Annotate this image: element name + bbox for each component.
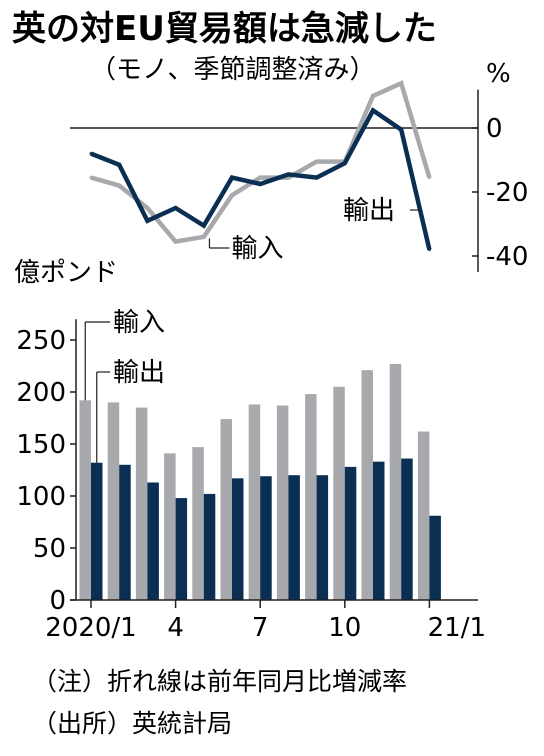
- x-tick-label: 2020/1: [45, 613, 136, 643]
- imports-bar: [192, 447, 204, 600]
- imports-line-label: 輸入: [231, 234, 283, 264]
- exports-bar: [344, 466, 357, 600]
- note-text: （注）折れ線は前年同月比増減率: [32, 667, 407, 696]
- exports-bar: [175, 498, 188, 600]
- exports-point: [202, 224, 206, 228]
- exports-point: [427, 248, 431, 252]
- y-tick-label: -20: [486, 178, 528, 208]
- y-tick-label: 100: [16, 482, 66, 512]
- y-tick-label: 0: [486, 114, 503, 144]
- x-tick-label: 4: [167, 613, 184, 643]
- source-text: （出所）英統計局: [32, 709, 232, 738]
- exports-point: [89, 152, 93, 156]
- exports-bar: [203, 493, 216, 600]
- imports-point: [371, 94, 375, 98]
- imports-bar: [305, 394, 317, 600]
- imports-point: [315, 160, 319, 164]
- imports-point: [145, 206, 149, 210]
- exports-point: [258, 182, 262, 186]
- imports-bar: [164, 453, 176, 600]
- y-tick-label: 250: [16, 326, 66, 356]
- imports-bar: [417, 431, 430, 600]
- exports-point: [145, 219, 149, 223]
- imports-bar: [79, 400, 91, 600]
- imports-point: [399, 81, 403, 85]
- exports-point: [174, 206, 178, 210]
- exports-bar: [316, 475, 329, 600]
- x-tick-label: 10: [328, 613, 361, 643]
- imports-bar: [107, 402, 120, 600]
- imports-point: [174, 240, 178, 244]
- exports-bar: [232, 478, 244, 600]
- imports-legend-label: 輸入: [113, 308, 165, 338]
- imports-bar: [220, 419, 232, 600]
- chart-subtitle: （モノ、季節調整済み）: [90, 55, 375, 85]
- imports-bar: [333, 386, 345, 600]
- imports-bar: [361, 370, 373, 600]
- imports-bar: [276, 405, 289, 600]
- x-tick-label: 21/1: [428, 613, 486, 643]
- imports-point: [427, 176, 431, 180]
- chart-title: 英の対EU貿易額は急減した: [12, 9, 437, 49]
- imports-point: [117, 184, 121, 188]
- exports-bar: [429, 515, 441, 600]
- exports-bar: [260, 476, 272, 600]
- exports-line-label: 輸出: [343, 196, 395, 226]
- exports-legend-label: 輸出: [113, 358, 165, 388]
- imports-point: [202, 235, 206, 239]
- imports-point: [230, 193, 234, 197]
- y-tick-label: 150: [16, 430, 66, 460]
- exports-point: [286, 172, 290, 176]
- exports-bar: [119, 464, 131, 600]
- bar-unit-label: 億ポンド: [14, 258, 118, 288]
- y-tick-label: 50: [33, 534, 66, 564]
- exports-bar: [373, 461, 385, 600]
- y-tick-label: -40: [486, 242, 528, 272]
- imports-point: [89, 176, 93, 180]
- exports-point: [371, 108, 375, 112]
- imports-bar: [389, 363, 402, 600]
- imports-bar: [248, 404, 261, 600]
- exports-point: [315, 176, 319, 180]
- imports-bar: [135, 407, 148, 600]
- imports-point: [258, 176, 262, 180]
- exports-bar: [91, 462, 103, 600]
- exports-bar: [401, 458, 413, 600]
- exports-point: [399, 128, 403, 132]
- x-tick-label: 7: [252, 613, 269, 643]
- y-tick-label: 0: [49, 586, 66, 616]
- exports-point: [343, 161, 347, 165]
- line-chart: 0 -20 -40 輸入 輸出: [70, 80, 528, 272]
- line-unit-label: %: [486, 59, 511, 89]
- exports-bar: [288, 475, 300, 600]
- exports-point: [230, 176, 234, 180]
- exports-point: [117, 163, 121, 167]
- y-tick-label: 200: [16, 378, 66, 408]
- exports-bar: [147, 482, 159, 600]
